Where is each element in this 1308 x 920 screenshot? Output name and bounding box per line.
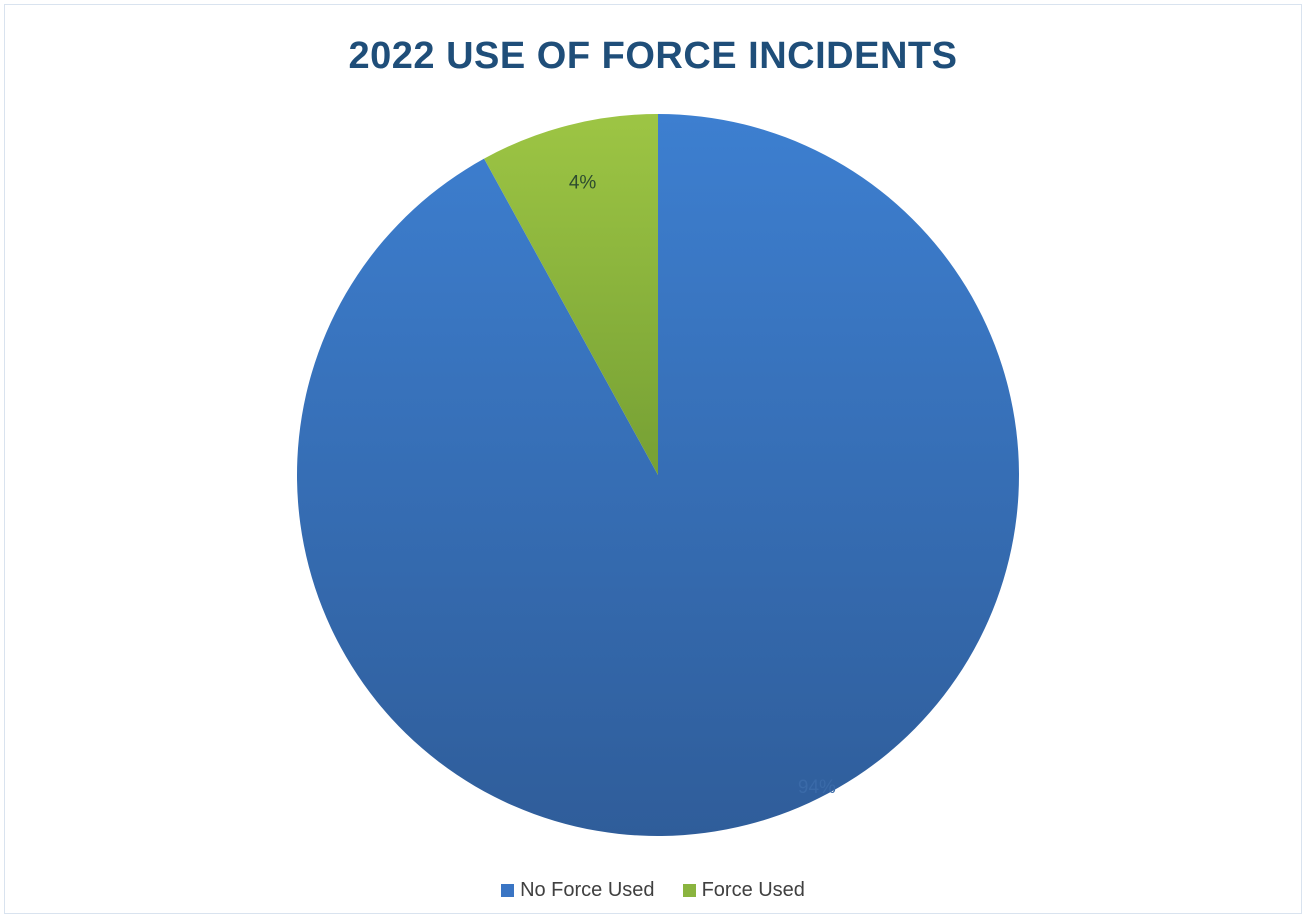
legend: No Force Used Force Used bbox=[5, 879, 1301, 902]
legend-item-no-force-used: No Force Used bbox=[501, 879, 655, 902]
chart-area: 2022 USE OF FORCE INCIDENTS 94% 4% No For… bbox=[4, 4, 1302, 914]
data-label-no-force-used: 94% bbox=[798, 777, 836, 798]
legend-label: Force Used bbox=[702, 879, 805, 902]
pie-chart: 94% 4% bbox=[5, 5, 1303, 915]
legend-swatch-green bbox=[683, 884, 696, 897]
legend-label: No Force Used bbox=[520, 879, 655, 902]
data-label-force-used: 4% bbox=[569, 172, 597, 193]
legend-item-force-used: Force Used bbox=[683, 879, 805, 902]
legend-swatch-blue bbox=[501, 884, 514, 897]
